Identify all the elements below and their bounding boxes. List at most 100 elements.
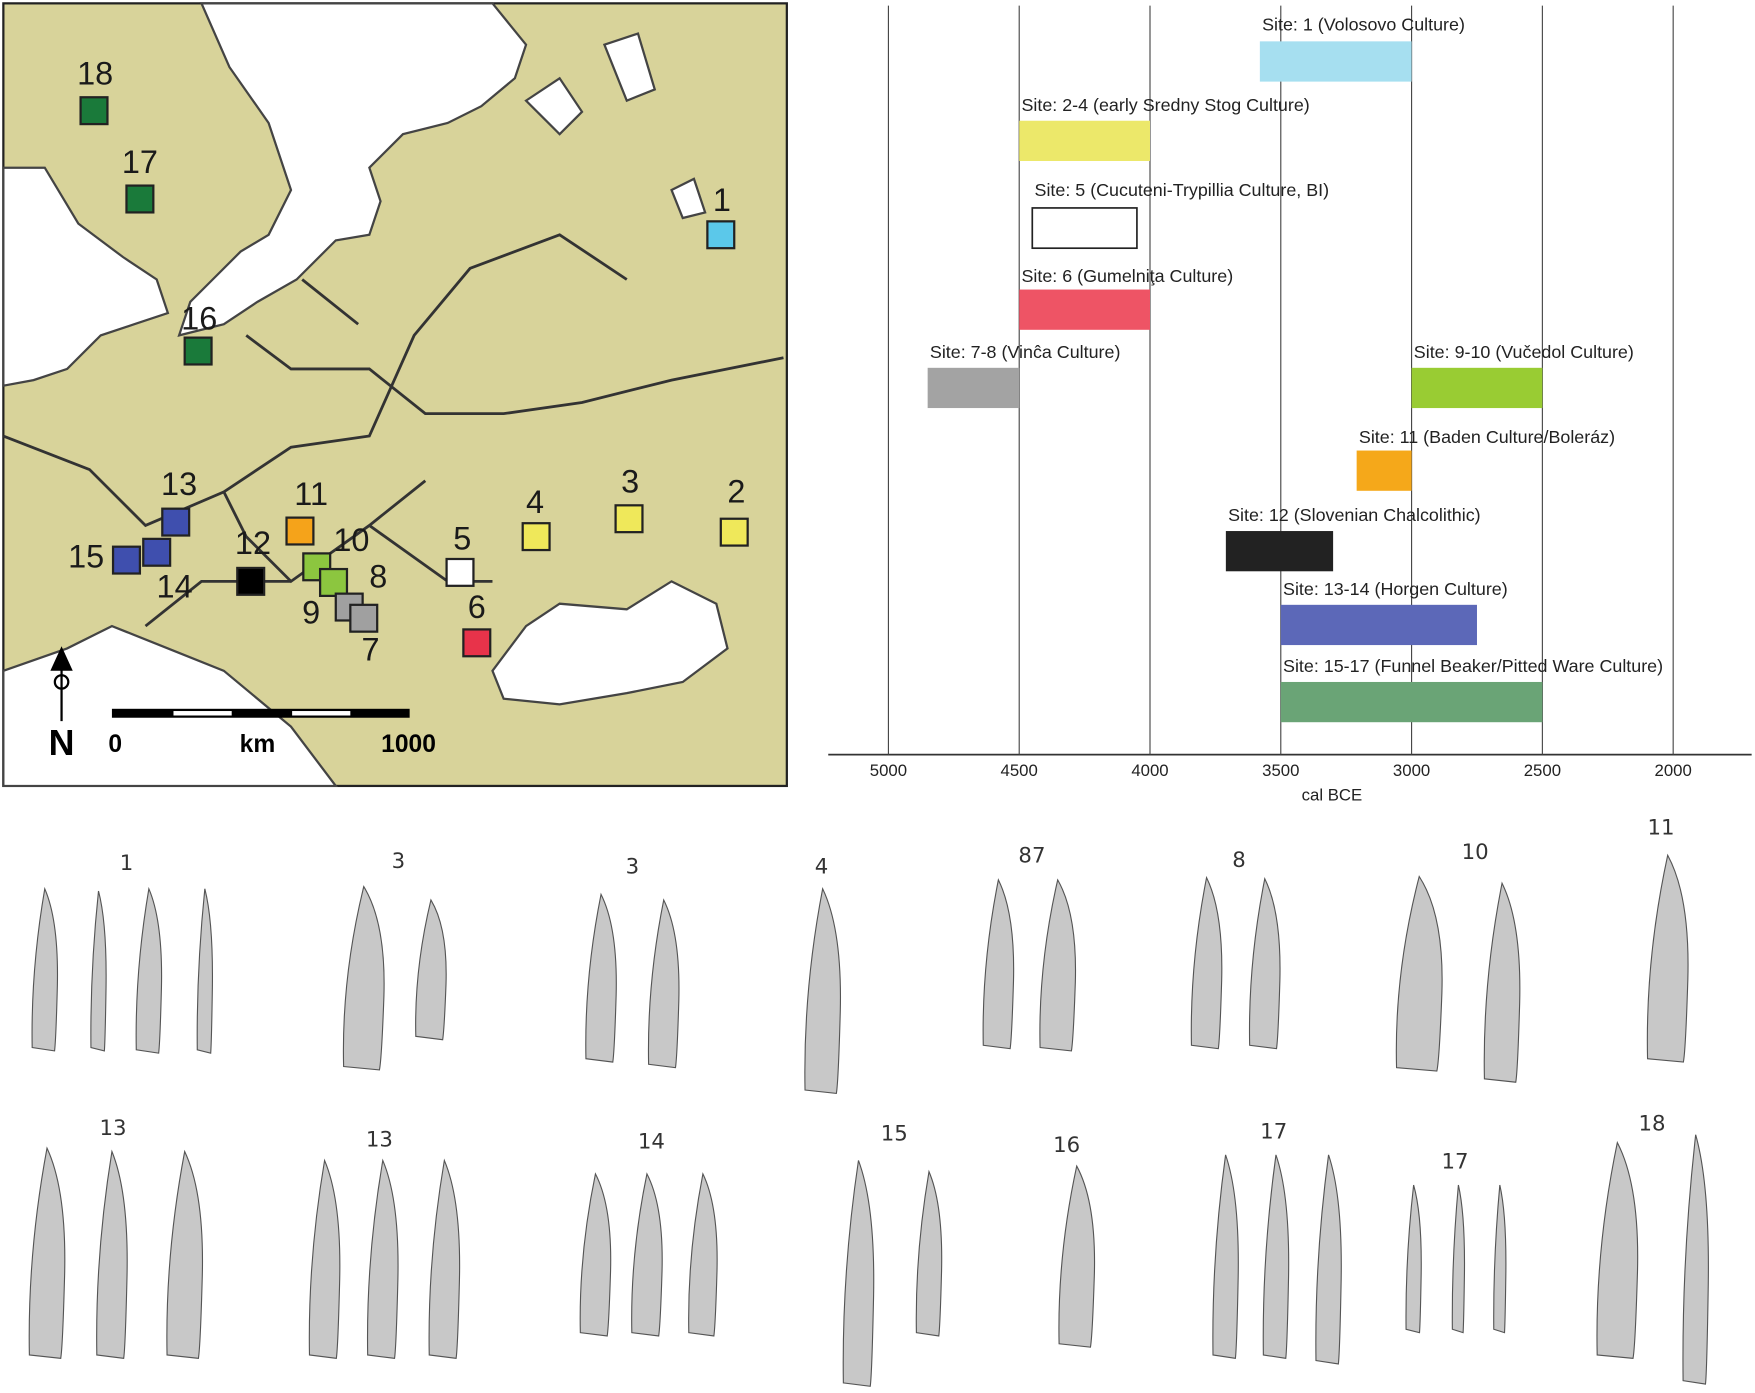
artifact-drawing xyxy=(1493,1184,1507,1334)
artifact-drawing xyxy=(647,898,680,1069)
artifact-label: 10 xyxy=(1462,840,1489,865)
artifact-drawing xyxy=(1646,853,1689,1063)
site-marker xyxy=(161,507,191,537)
range-bar xyxy=(927,367,1020,409)
x-tick-label: 2500 xyxy=(1524,761,1561,780)
black-sea xyxy=(491,580,729,706)
artifact-drawing xyxy=(1596,1140,1639,1359)
site-marker xyxy=(445,557,475,587)
site-label: 16 xyxy=(181,300,217,336)
artifact-drawing xyxy=(842,1160,875,1387)
artifact-drawing xyxy=(1395,875,1443,1072)
range-bar xyxy=(1019,289,1151,330)
scale-end: 1000 xyxy=(381,731,436,758)
artifact-drawing xyxy=(415,898,447,1041)
scale-bar xyxy=(111,708,410,718)
artifact-label: 3 xyxy=(392,849,406,874)
artifact-label: 15 xyxy=(881,1122,908,1147)
artifact-label: 17 xyxy=(1442,1150,1469,1175)
site-marker xyxy=(706,220,736,250)
site-label: 9 xyxy=(302,594,320,630)
bar-label: Site: 15-17 (Funnel Beaker/Pitted Ware C… xyxy=(1283,656,1663,676)
x-tick-label: 3500 xyxy=(1262,761,1299,780)
artifact-label: 11 xyxy=(1647,815,1674,840)
bar-label: Site: 5 (Cucuteni-Trypillia Culture, BI) xyxy=(1035,180,1330,200)
lakes xyxy=(524,32,707,220)
artifact-drawing xyxy=(982,878,1015,1050)
artifact-drawing xyxy=(428,1158,461,1359)
artifact-label: 13 xyxy=(100,1116,127,1141)
site-label: 5 xyxy=(453,521,471,557)
range-bar xyxy=(1411,367,1543,409)
site-marker xyxy=(183,336,213,366)
site-label: 2 xyxy=(727,474,745,510)
artifact-drawing xyxy=(96,1149,128,1359)
x-tick-label: 4500 xyxy=(1001,761,1038,780)
artifact-drawing xyxy=(1190,875,1223,1050)
artifact-drawing xyxy=(1451,1184,1466,1334)
scale-start: 0 xyxy=(108,731,122,758)
site-label: 17 xyxy=(122,144,158,180)
range-bar xyxy=(1280,681,1543,723)
site-label: 13 xyxy=(161,466,197,502)
artifact-drawing xyxy=(31,886,59,1052)
artifact-drawing xyxy=(1682,1134,1709,1385)
artifact-drawing xyxy=(1315,1154,1342,1365)
artifact-label: 16 xyxy=(1053,1133,1080,1158)
site-marker xyxy=(462,628,492,658)
x-tick-label: 4000 xyxy=(1131,761,1168,780)
site-marker xyxy=(719,517,749,547)
artifact-drawing xyxy=(135,886,163,1054)
site-marker xyxy=(111,545,142,575)
range-bar xyxy=(1031,207,1138,250)
site-marker xyxy=(349,603,379,633)
site-marker xyxy=(125,184,155,214)
site-label: 18 xyxy=(77,56,113,92)
site-marker xyxy=(285,516,315,546)
site-label: 10 xyxy=(333,522,369,558)
artifact-label: 8 xyxy=(1232,848,1246,873)
artifact-drawing xyxy=(166,1149,204,1359)
site-marker xyxy=(614,504,644,534)
site-label: 6 xyxy=(468,589,486,625)
scale-unit: km xyxy=(240,731,276,758)
artifact-drawing xyxy=(1248,877,1281,1050)
x-tick-label: 2000 xyxy=(1655,761,1692,780)
artifact-label: 18 xyxy=(1638,1112,1665,1137)
site-marker xyxy=(521,522,551,552)
baltic-sea xyxy=(177,2,528,337)
artifact-drawing xyxy=(28,1146,66,1359)
north-arrow-head xyxy=(50,646,73,671)
bar-label: Site: 9-10 (Vučedol Culture) xyxy=(1414,342,1634,362)
artifact-drawing xyxy=(1212,1154,1239,1359)
site-label: 7 xyxy=(361,631,379,667)
artifact-drawing xyxy=(1039,878,1077,1052)
range-bar xyxy=(1259,41,1412,82)
site-label: 15 xyxy=(68,539,104,575)
artifact-label: 13 xyxy=(366,1127,393,1152)
site-label: 14 xyxy=(157,569,193,605)
map: N 0 km 1000 xyxy=(2,2,788,788)
artifact-drawing xyxy=(366,1158,399,1359)
artifact-drawing xyxy=(1262,1154,1290,1359)
artifact-drawing xyxy=(342,885,385,1071)
site-label: 4 xyxy=(526,484,544,520)
artifact-drawing xyxy=(579,1172,612,1337)
bar-label: Site: 2-4 (early Sredny Stog Culture) xyxy=(1021,95,1309,115)
mediterranean xyxy=(2,624,339,788)
site-label: 8 xyxy=(369,559,387,595)
artifact-drawing xyxy=(1483,881,1521,1083)
site-marker xyxy=(302,552,332,582)
bar-label: Site: 12 (Slovenian Chalcolithic) xyxy=(1228,505,1481,525)
artifact-drawing xyxy=(688,1172,718,1337)
artifact-drawing xyxy=(804,887,842,1094)
artifact-drawing xyxy=(631,1172,663,1337)
site-label: 11 xyxy=(294,476,328,512)
north-arrow-circle xyxy=(53,674,70,690)
range-bar xyxy=(1019,120,1151,161)
artifact-label: 3 xyxy=(626,855,640,880)
north-label: N xyxy=(49,723,75,763)
artifact-drawing xyxy=(308,1158,341,1359)
x-axis-label: cal BCE xyxy=(1302,785,1363,804)
